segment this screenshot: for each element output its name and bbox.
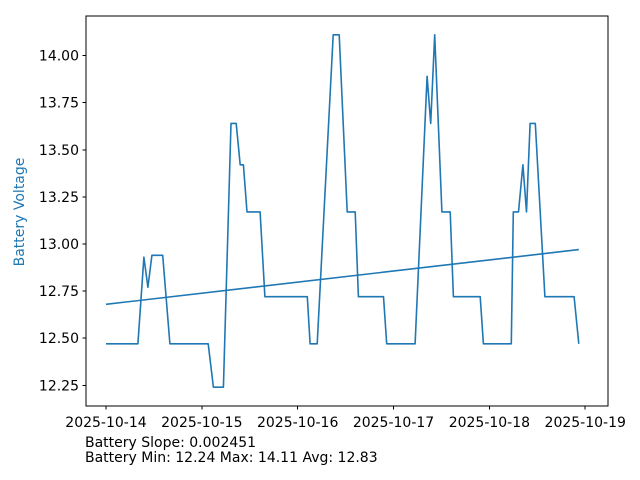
x-tick-label: 2025-10-15 [161, 415, 242, 431]
y-tick-label: 13.75 [39, 96, 79, 112]
x-tick-label: 2025-10-16 [257, 415, 338, 431]
y-tick-label: 12.75 [39, 284, 79, 300]
slope-annotation: Battery Slope: 0.002451 [85, 435, 257, 451]
x-tick-label: 2025-10-14 [65, 415, 146, 431]
x-tick-label: 2025-10-19 [545, 415, 626, 431]
x-tick-label: 2025-10-17 [353, 415, 434, 431]
y-tick-label: 13.00 [39, 237, 79, 253]
y-tick-label: 12.25 [39, 378, 79, 394]
y-tick-label: 13.50 [39, 143, 79, 159]
trend-line [105, 248, 579, 306]
y-tick-label: 14.00 [39, 49, 79, 65]
y-tick-label: 13.25 [39, 190, 79, 206]
y-axis-label: Battery Voltage [12, 157, 28, 267]
y-tick-label: 12.50 [39, 331, 79, 347]
x-tick-label: 2025-10-18 [449, 415, 530, 431]
battery-voltage-line [106, 33, 580, 389]
plot-area-border [85, 15, 609, 407]
stats-annotation: Battery Min: 12.24 Max: 14.11 Avg: 12.83 [85, 450, 378, 466]
